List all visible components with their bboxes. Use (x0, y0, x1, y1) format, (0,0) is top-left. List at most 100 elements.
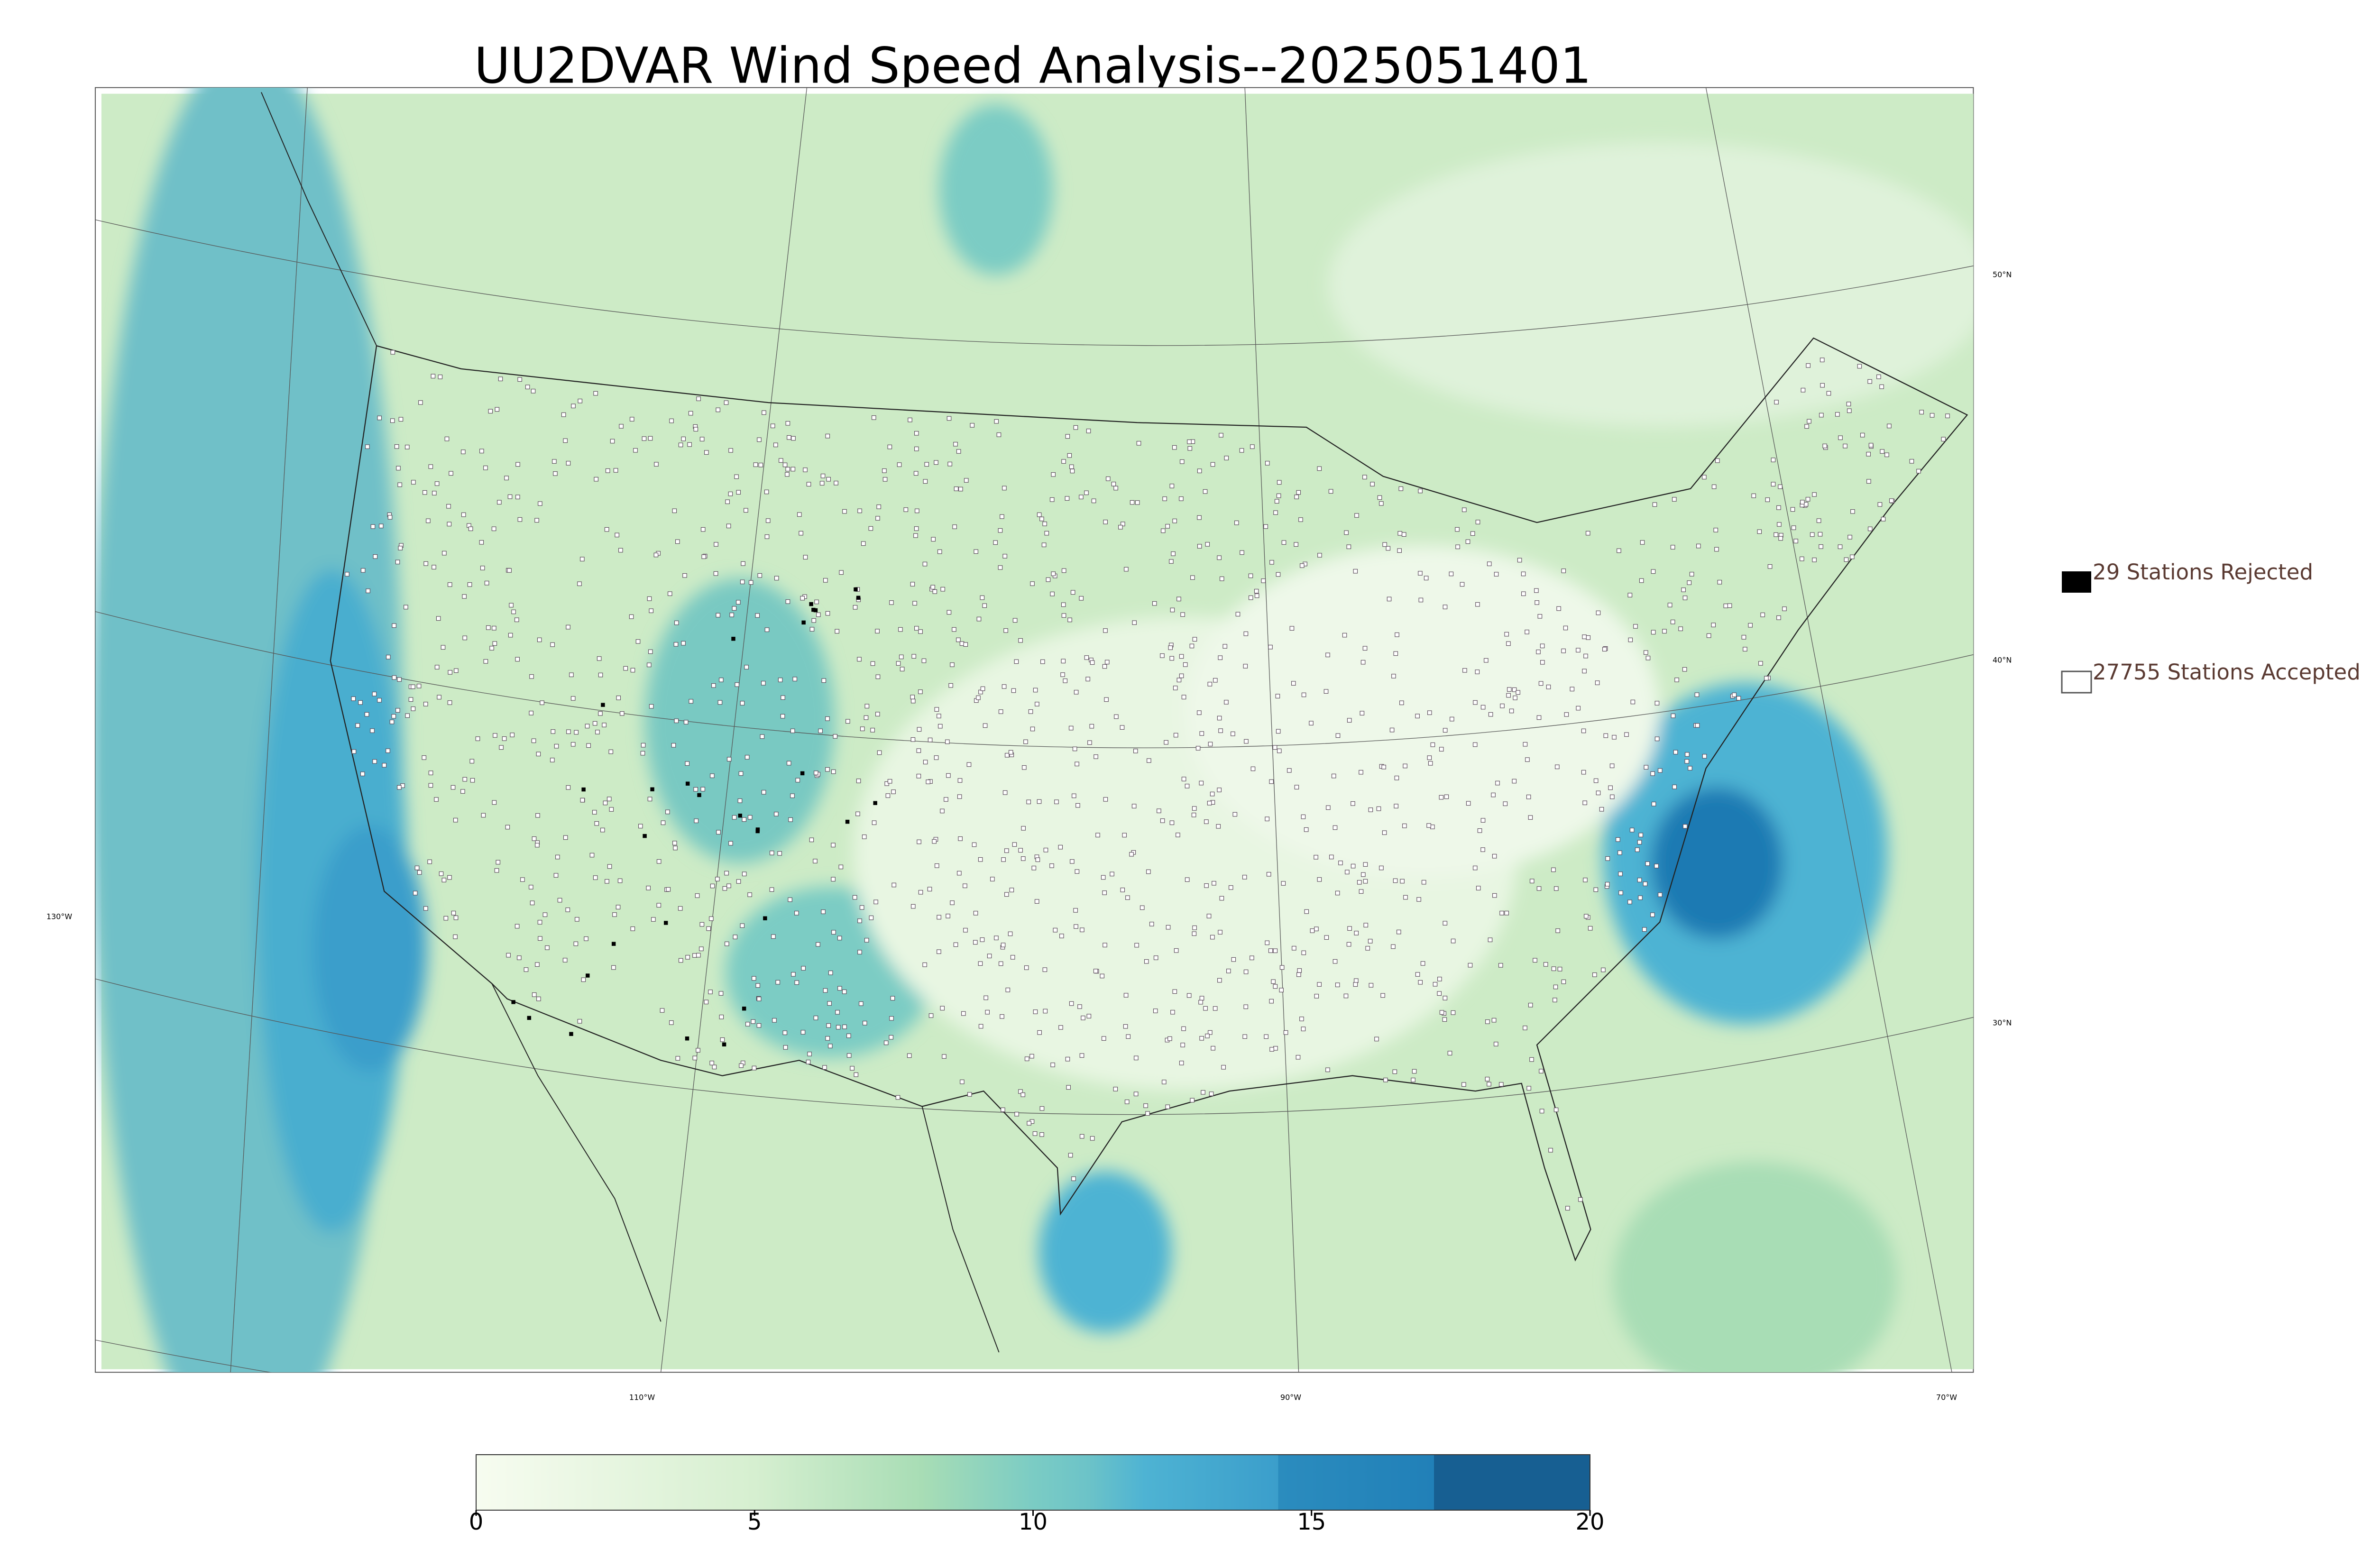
station-marker (1451, 1010, 1456, 1015)
station-marker (1126, 1034, 1130, 1039)
station-marker (1503, 801, 1508, 806)
station-marker (1087, 740, 1092, 745)
station-marker (395, 559, 400, 565)
station-marker (1075, 761, 1079, 767)
station-marker (950, 900, 955, 905)
station-marker (1881, 517, 1886, 522)
station-marker (1468, 963, 1473, 968)
station-marker (990, 877, 995, 881)
station-marker (1475, 669, 1480, 674)
station-marker (1039, 516, 1044, 522)
station-marker (651, 917, 656, 922)
station-marker (1199, 996, 1204, 1001)
station-marker (1887, 423, 1892, 429)
rejected-station-marker (586, 973, 590, 978)
station-marker (1806, 363, 1810, 368)
station-marker (1465, 539, 1470, 544)
station-marker (755, 983, 760, 988)
station-marker (998, 961, 1003, 966)
station-marker (963, 927, 968, 933)
station-marker (1104, 697, 1109, 702)
station-marker (649, 704, 654, 709)
colorbar-tick-label: 5 (747, 1509, 762, 1535)
station-marker (1120, 725, 1125, 730)
station-marker (392, 623, 396, 628)
station-marker (1682, 667, 1687, 672)
station-marker (1050, 1063, 1055, 1067)
station-marker (1300, 563, 1305, 568)
rejected-station-marker (697, 793, 701, 798)
station-marker (1706, 633, 1711, 638)
station-marker (1601, 967, 1606, 972)
station-marker (976, 695, 981, 700)
station-marker (1507, 687, 1512, 692)
station-marker (372, 691, 377, 697)
station-marker (1183, 662, 1188, 667)
station-marker (386, 654, 391, 660)
station-marker (855, 811, 860, 816)
station-marker (1061, 602, 1066, 607)
station-marker (1343, 993, 1349, 999)
station-marker (1004, 892, 1009, 897)
station-marker (1028, 709, 1033, 714)
station-marker (411, 684, 415, 689)
station-marker (1231, 957, 1236, 962)
station-marker (1065, 434, 1070, 439)
station-marker (1208, 1030, 1213, 1035)
station-marker (615, 532, 619, 538)
station-marker (1217, 978, 1222, 983)
station-marker (1074, 690, 1079, 695)
station-marker (1369, 983, 1374, 988)
station-marker (507, 494, 513, 499)
station-marker (940, 1006, 945, 1011)
station-marker (1269, 1047, 1274, 1052)
rejected-station-marker (801, 620, 806, 625)
station-marker (629, 417, 634, 422)
station-marker (1123, 993, 1129, 998)
station-marker (1473, 700, 1478, 705)
station-marker (967, 1092, 972, 1097)
station-marker (1189, 643, 1195, 649)
station-marker (1065, 496, 1070, 501)
station-marker (1073, 908, 1078, 913)
station-marker (1386, 546, 1391, 551)
station-marker (515, 462, 520, 467)
station-marker (891, 882, 896, 888)
station-marker (682, 573, 687, 578)
station-marker (728, 448, 733, 453)
station-marker (1382, 542, 1387, 547)
station-marker (983, 995, 988, 1000)
rejected-station-marker (800, 771, 805, 776)
station-marker (436, 616, 441, 621)
station-marker (1205, 542, 1210, 547)
station-marker (397, 482, 402, 487)
station-marker (740, 701, 745, 706)
station-marker (1561, 569, 1566, 573)
station-marker (1134, 1055, 1139, 1061)
station-marker (1473, 865, 1478, 871)
station-marker (726, 883, 731, 889)
station-marker (1941, 437, 1946, 441)
station-marker (918, 689, 923, 694)
station-marker (1242, 1034, 1247, 1039)
station-marker (751, 1019, 755, 1024)
station-marker (710, 773, 715, 778)
station-marker (1535, 600, 1539, 605)
station-marker (942, 1054, 947, 1059)
station-marker (996, 432, 1002, 437)
station-marker (917, 727, 922, 732)
station-marker (1826, 391, 1831, 396)
station-marker (618, 548, 623, 553)
station-marker (426, 518, 431, 523)
station-marker (1067, 453, 1072, 458)
station-marker (792, 677, 798, 681)
station-marker (896, 661, 901, 666)
station-marker (1359, 889, 1364, 894)
station-marker (1195, 746, 1201, 751)
station-marker (1538, 681, 1544, 686)
station-marker (1741, 635, 1746, 640)
station-marker (1553, 886, 1559, 891)
station-marker (1212, 881, 1216, 886)
station-marker (1180, 1043, 1185, 1047)
station-marker (1694, 692, 1700, 697)
